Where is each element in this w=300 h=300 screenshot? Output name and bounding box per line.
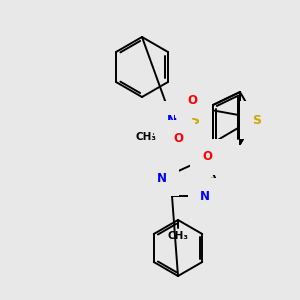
Text: CH₃: CH₃	[167, 231, 188, 241]
Text: CH₃: CH₃	[136, 132, 157, 142]
Text: N: N	[200, 190, 210, 202]
Text: O: O	[187, 94, 197, 106]
Text: S: S	[253, 113, 262, 127]
Text: S: S	[190, 113, 200, 127]
Text: N: N	[157, 172, 167, 184]
Text: O: O	[173, 131, 183, 145]
Text: N: N	[167, 113, 177, 127]
Text: O: O	[202, 151, 212, 164]
